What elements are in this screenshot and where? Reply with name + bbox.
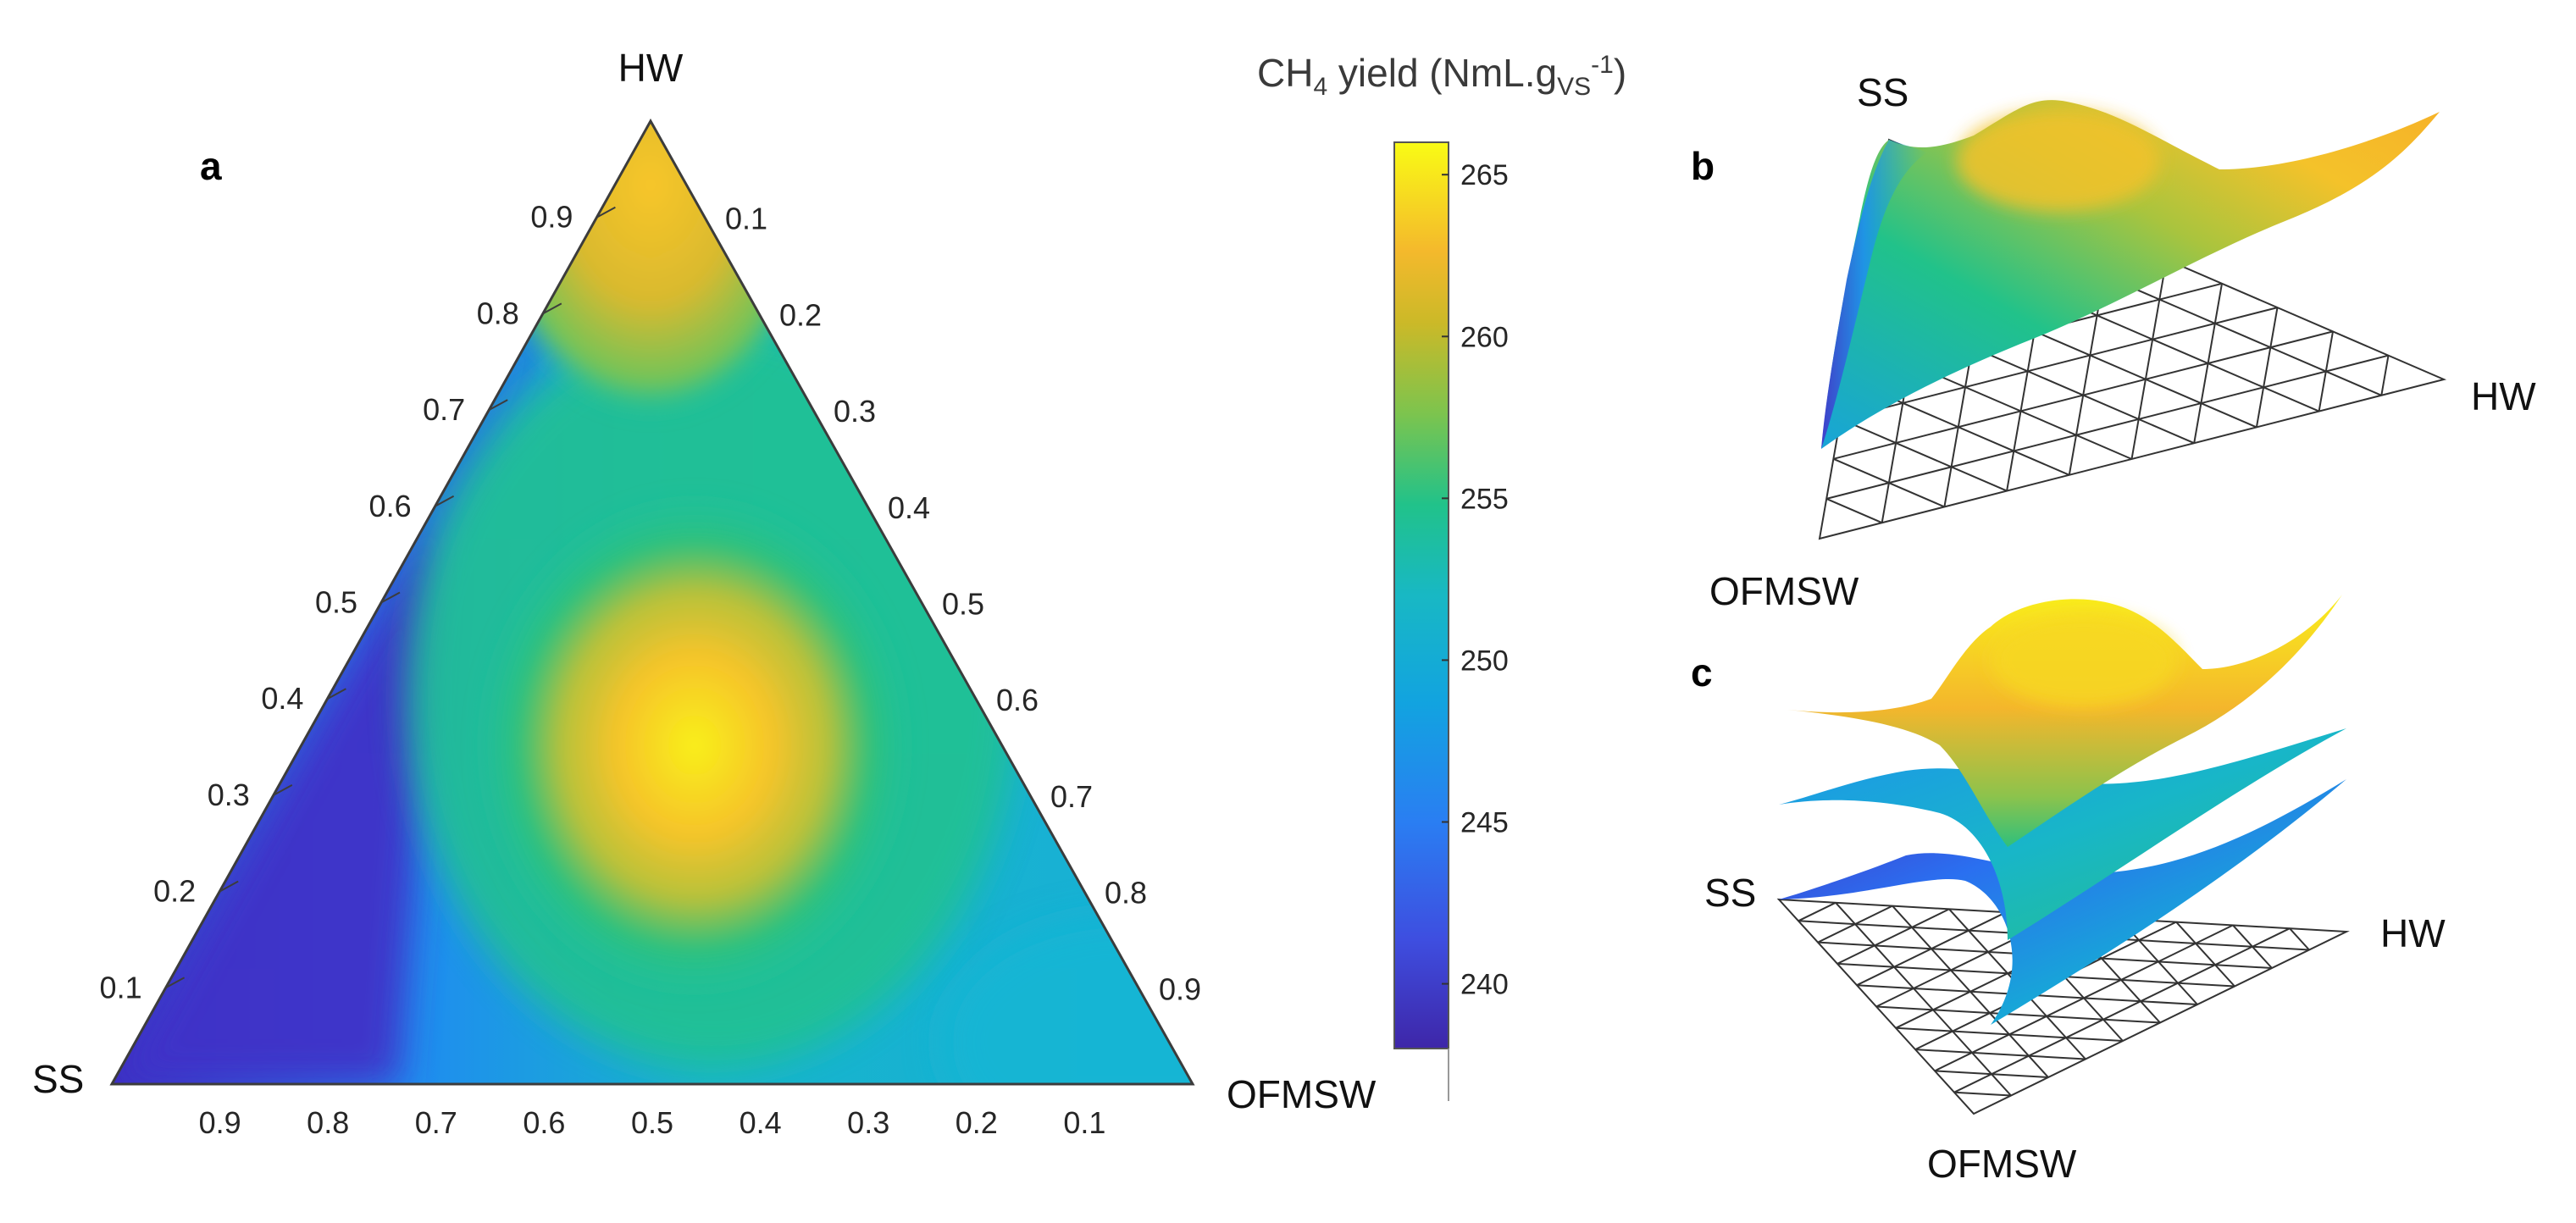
left-edge-tick-label: 0.2	[153, 874, 196, 909]
bottom-edge-tick-label: 0.3	[847, 1105, 889, 1140]
left-edge-tick-label: 0.1	[100, 970, 142, 1004]
right-edge-tick-label: 0.2	[779, 297, 822, 332]
right-edge-tick-label: 0.5	[942, 587, 984, 622]
panel-c-surfaces	[1779, 595, 2346, 1025]
grid-line	[1840, 418, 2008, 492]
left-edge-tick-mark	[596, 206, 616, 219]
grid-line	[1953, 927, 2291, 1093]
bottom-edge-ticks: 0.9 0.8 0.7 0.6 0.5 0.4 0.3 0.2 0.1	[199, 1105, 1106, 1140]
grid-line	[1825, 497, 1883, 524]
right-edge-tick-label: 0.4	[888, 490, 930, 525]
right-edge-tick-label: 0.1	[725, 202, 767, 236]
grid-line	[1825, 354, 2389, 500]
left-edge-tick-label: 0.8	[477, 296, 519, 330]
bottom-edge-tick-label: 0.9	[199, 1105, 241, 1140]
right-edge-tick-label: 0.7	[1050, 779, 1093, 814]
colorbar-gradient	[1393, 141, 1449, 1049]
left-edge-tick-mark	[165, 977, 186, 989]
colorbar: CH4 yield (NmL.gVS-1) 240 245 250 255 260 265	[1257, 51, 1626, 1101]
grid-line	[1833, 330, 2334, 460]
grid-line	[1875, 1005, 2161, 1024]
right-edge-tick-label: 0.6	[996, 683, 1039, 717]
grid-line	[1914, 1049, 2086, 1060]
colorbar-tick-label: 260	[1460, 321, 1509, 353]
grid-line	[1835, 902, 2012, 1097]
bottom-edge-tick-label: 0.1	[1063, 1105, 1105, 1140]
grid-line	[2175, 921, 2235, 988]
bottom-edge-tick-label: 0.2	[956, 1105, 998, 1140]
left-edge-tick-label: 0.7	[423, 392, 465, 427]
panel-c-ss-label: SS	[1704, 871, 1756, 915]
panel-c-hw-label: HW	[2380, 911, 2446, 955]
colorbar-tick-label: 255	[1460, 483, 1509, 515]
panel-b-ss-label: SS	[1857, 70, 1908, 114]
grid-line	[2255, 307, 2279, 428]
left-edge-tick-mark	[542, 302, 562, 315]
panel-a: a HW SS OFMSW 0.10.20.30.40.50.60.70.80.…	[32, 46, 1377, 1140]
bottom-edge-tick-label: 0.6	[523, 1105, 565, 1140]
grid-line	[2130, 259, 2168, 460]
right-edge-tick-label: 0.9	[1159, 971, 1201, 1006]
left-edge-tick-mark	[488, 399, 508, 411]
left-edge-tick-label: 0.5	[315, 585, 357, 620]
grid-line	[1840, 307, 2278, 420]
grid-line	[1836, 908, 1950, 965]
vertex-ofmsw-label: OFMSW	[1227, 1072, 1377, 1116]
left-edge-tick-label: 0.6	[369, 489, 412, 523]
grid-line	[1892, 905, 2049, 1078]
panel-c: c SS HW OFMSW	[1691, 595, 2446, 1186]
grid-line	[1934, 924, 2234, 1072]
left-edge-tick-mark	[219, 880, 239, 893]
vertex-hw-label: HW	[618, 46, 684, 90]
left-edge-tick-mark	[273, 784, 293, 796]
colorbar-tick-label: 240	[1460, 969, 1509, 1001]
right-edge-tick-label: 0.3	[834, 394, 876, 429]
bottom-edge-tick-label: 0.4	[740, 1105, 782, 1140]
panel-c-label: c	[1691, 650, 1713, 695]
grid-line	[1798, 901, 1836, 922]
grid-line	[2289, 927, 2310, 951]
vertex-ss-label: SS	[32, 1057, 84, 1101]
panel-b-surface	[1821, 100, 2440, 449]
grid-line	[2380, 355, 2390, 396]
left-edge-tick-label: 0.3	[208, 778, 250, 812]
colorbar-tick-label: 245	[1460, 807, 1509, 839]
left-edge-tick-label: 0.4	[261, 681, 303, 716]
panel-c-ofmsw-label: OFMSW	[1927, 1142, 2077, 1186]
ternary-heatmap	[112, 121, 1193, 1084]
bottom-edge-tick-label: 0.8	[307, 1105, 349, 1140]
colorbar-tick-label: 250	[1460, 645, 1509, 677]
left-edge-ticks: 0.1 0.2 0.3 0.4 0.5 0.6 0.7 0.8 0.9	[100, 200, 616, 1004]
colorbar-tick-label: 265	[1460, 159, 1509, 191]
right-edge-tick-label: 0.8	[1105, 876, 1147, 910]
bottom-edge-tick-label: 0.7	[415, 1105, 457, 1140]
panel-b-ofmsw-label: OFMSW	[1709, 569, 1859, 613]
grid-line	[1953, 1091, 2012, 1097]
panel-b: b SS HW OFMSW	[1691, 70, 2536, 613]
bottom-edge-tick-label: 0.5	[631, 1105, 673, 1140]
left-edge-tick-mark	[380, 591, 401, 604]
colorbar-ticks: 240 245 250 255 260 265	[1442, 159, 1509, 1001]
panel-b-hw-label: HW	[2471, 374, 2536, 418]
panel-b-label: b	[1691, 144, 1715, 188]
left-edge-tick-mark	[326, 688, 346, 700]
colorbar-title: CH4 yield (NmL.gVS-1)	[1257, 51, 1626, 101]
left-edge-tick-label: 0.9	[530, 200, 573, 235]
left-edge-tick-mark	[435, 495, 455, 507]
panel-a-label: a	[200, 144, 222, 188]
right-edge-ticks: 0.1 0.2 0.3 0.4 0.5 0.6 0.7 0.8 0.9	[725, 202, 1201, 1007]
